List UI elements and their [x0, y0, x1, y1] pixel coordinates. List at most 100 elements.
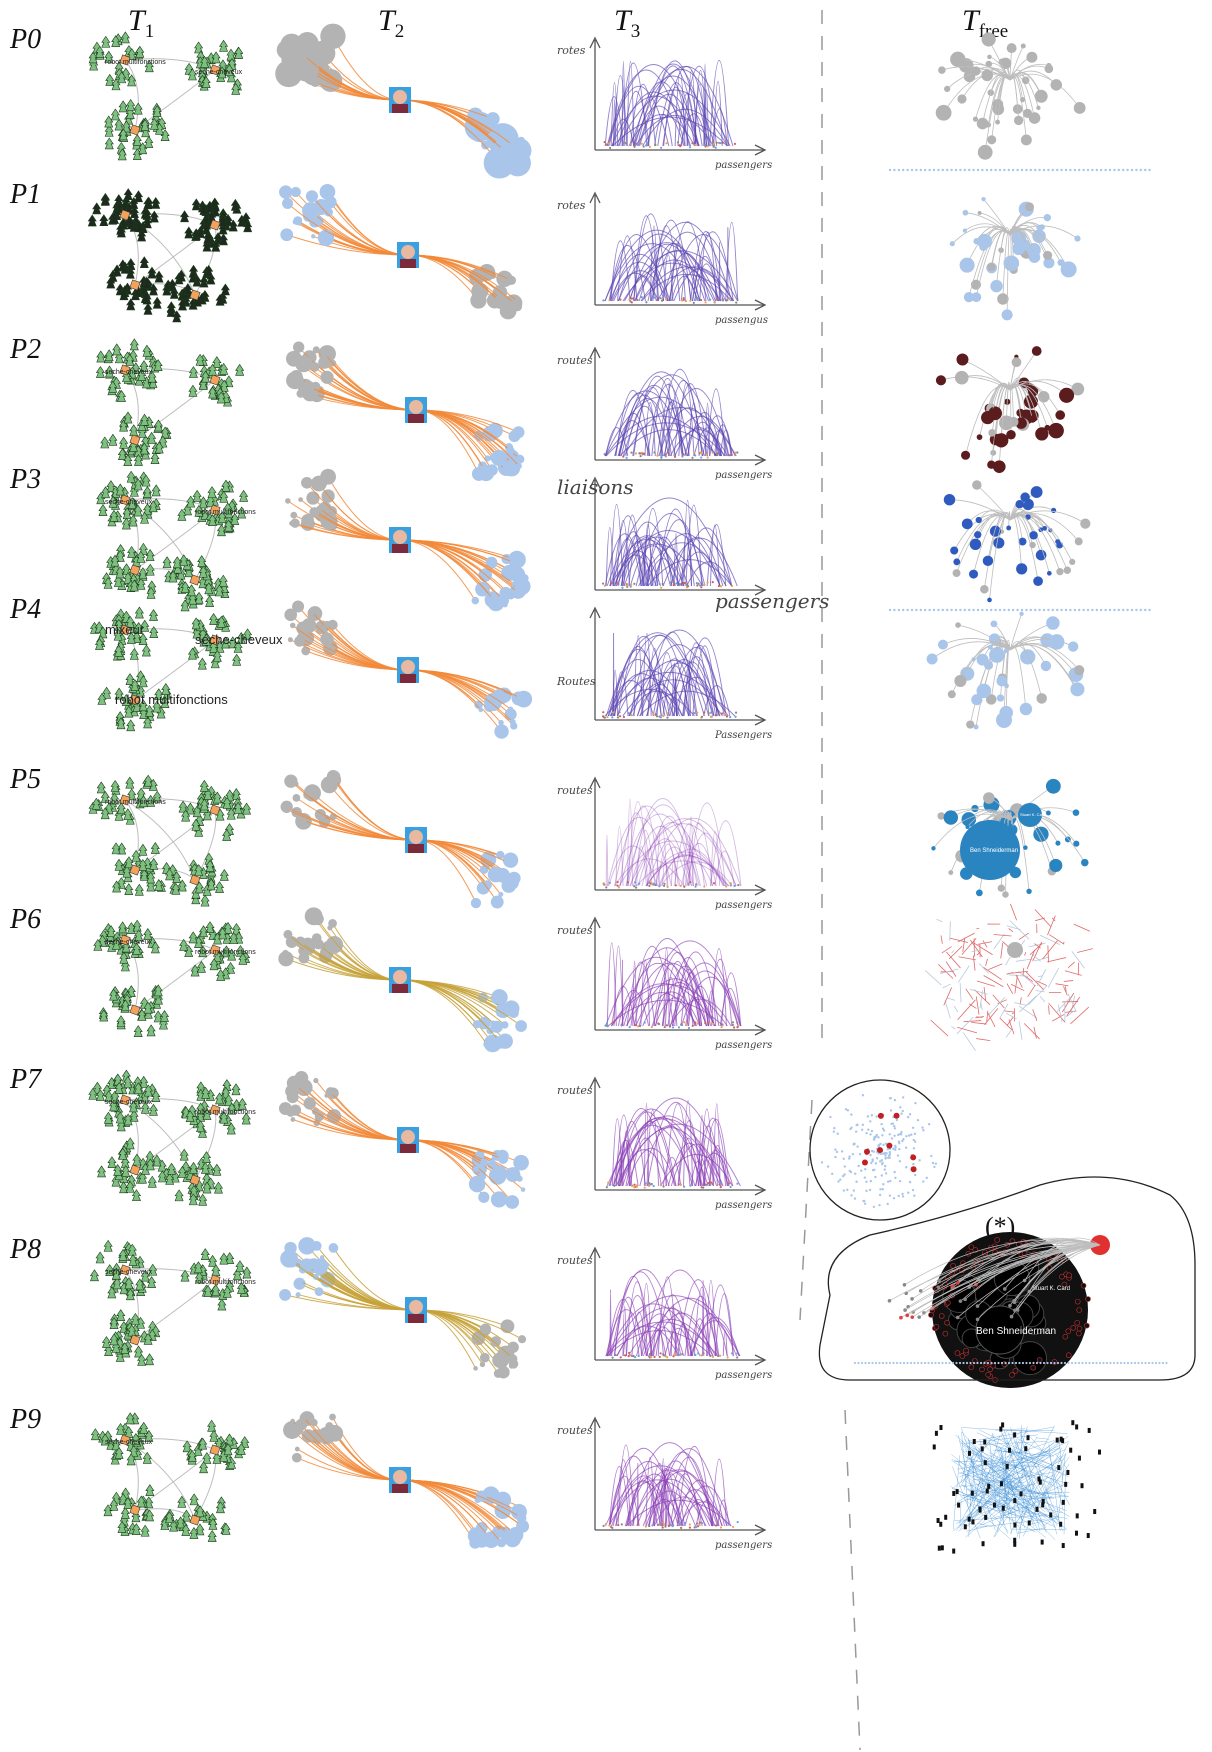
panel-tfree-p6: [860, 900, 1160, 1060]
t1-hub-label: robot multifonctions: [195, 509, 256, 516]
panel-t2-p6: [270, 900, 540, 1060]
tfree-node-label: Stuart K. Card: [1020, 812, 1045, 817]
panel-tfree-p3: [860, 460, 1160, 620]
panel-tfree-p5: Ben Shneiderman Stuart K. Card: [860, 760, 1160, 920]
t1-hub-label: seche-cheveux: [105, 1269, 153, 1276]
panel-t1-p8: seche-cheveux robot multifonctions: [55, 1230, 275, 1390]
t3-ylabel: liaisons: [557, 475, 634, 499]
panel-t3-p1: rotes passengus: [555, 175, 785, 335]
person-photo-icon: [389, 527, 411, 553]
panel-tfree-p0: [860, 20, 1160, 180]
t3-xlabel: passengers: [715, 160, 772, 171]
t1-hub-label: mixeur: [105, 622, 145, 637]
t3-ylabel: rotes: [557, 199, 586, 212]
t1-hub-label: seche-cheveux: [105, 1099, 153, 1106]
panel-tfree-p7: [809, 1079, 1210, 1425]
panel-t3-p3: liaisons passengers: [555, 460, 829, 620]
panel-t2-p4: [270, 590, 540, 750]
panel-t1-p7: seche-cheveux robot multifonctions: [55, 1060, 275, 1220]
t3-xlabel: passengers: [715, 470, 772, 481]
person-photo-icon: [397, 657, 419, 683]
panel-t2-p5: [270, 760, 540, 920]
t3-xlabel: passengers: [715, 900, 772, 911]
t3-xlabel: passengers: [715, 1040, 772, 1051]
tfree-node-label: Ben Shneiderman: [970, 848, 1018, 854]
panel-t3-p7: routes passengers: [555, 1060, 785, 1220]
t1-hub-label: robot multifonctions: [195, 949, 256, 956]
panel-tfree-p1: [860, 175, 1160, 335]
row-label-p5: P5: [10, 764, 42, 795]
row-label-p8: P8: [10, 1234, 42, 1265]
row-label-p9: P9: [10, 1404, 42, 1435]
t3-xlabel: passengers: [715, 589, 829, 613]
panel-t2-p7: [270, 1060, 540, 1220]
panel-t1-p5: robot multifonctions: [55, 760, 275, 920]
panel-t1-p9: seche-cheveux: [55, 1400, 275, 1560]
t3-xlabel: passengers: [715, 1200, 772, 1211]
panel-t1-p6: seche-cheveux robot multifonctions: [55, 900, 275, 1060]
t3-ylabel: routes: [557, 1084, 593, 1097]
panel-t1-p4: mixeur seche-cheveux robot multifonctions: [55, 590, 283, 750]
person-photo-icon: [405, 827, 427, 853]
person-photo-icon: [405, 1297, 427, 1323]
panel-t3-p0: rotes passengers: [555, 20, 785, 180]
column-header-t1: T1: [128, 4, 155, 42]
row-label-p7: P7: [10, 1064, 42, 1095]
column-header-t3: T3: [614, 4, 641, 42]
panel-t1-p3: seche-cheveux robot multifonctions: [55, 460, 275, 620]
t1-hub-label: seche-cheveux: [105, 369, 153, 376]
t3-ylabel: routes: [557, 924, 593, 937]
panel-t3-p8: routes passengers: [555, 1230, 785, 1390]
panel-tfree-p4: [860, 590, 1160, 750]
t1-hub-label: seche-cheveux: [105, 1439, 153, 1446]
panel-t1-p0: robot multifonctions seche-cheveux: [55, 20, 275, 180]
t1-hub-label: seche-cheveux: [195, 632, 283, 647]
tfree-node-label: Ben Shneiderman: [976, 1326, 1056, 1337]
person-photo-icon: [389, 87, 411, 113]
t3-xlabel: Passengers: [714, 730, 772, 741]
column-header-t2: T2: [378, 4, 405, 42]
row-label-p3: P3: [10, 464, 42, 495]
person-photo-icon: [397, 242, 419, 268]
t3-ylabel: routes: [557, 784, 593, 797]
t3-xlabel: passengus: [715, 315, 768, 326]
t3-ylabel: routes: [557, 1424, 593, 1437]
t3-xlabel: passengers: [715, 1540, 772, 1551]
t1-hub-label: robot multifonctions: [195, 1279, 256, 1286]
person-photo-icon: [389, 967, 411, 993]
row-label-p2: P2: [10, 334, 42, 365]
t3-xlabel: passengers: [715, 1370, 772, 1381]
panel-tfree-p2: [860, 330, 1160, 490]
tfree-node-label: Stuart K. Card: [1032, 1286, 1070, 1292]
row-label-p4: P4: [10, 594, 42, 625]
panel-t1-p2: seche-cheveux: [55, 330, 275, 490]
panel-t2-p8: [270, 1230, 540, 1390]
person-photo-icon: [405, 397, 427, 423]
t3-ylabel: rotes: [557, 44, 586, 57]
person-photo-icon: [389, 1467, 411, 1493]
panel-t2-p3: [270, 460, 540, 620]
person-photo-icon: [397, 1127, 419, 1153]
row-label-p6: P6: [10, 904, 42, 935]
t1-hub-label: seche-cheveux: [105, 499, 153, 506]
panel-t3-p2: routes passengers: [555, 330, 785, 490]
panel-t2-p2: [270, 330, 540, 490]
row-label-p1: P1: [10, 179, 42, 210]
t3-ylabel: routes: [557, 354, 593, 367]
t1-hub-label: robot multifonctions: [105, 799, 166, 806]
panel-t3-p5: routes passengers: [555, 760, 785, 920]
t1-hub-label: robot multifonctions: [115, 692, 228, 707]
t1-hub-label: seche-cheveux: [195, 69, 243, 76]
panel-t3-p9: routes passengers: [555, 1400, 785, 1560]
panel-t3-p4: Routes Passengers: [555, 590, 785, 750]
row-label-p0: P0: [10, 24, 42, 55]
panel-tfree-p9: [860, 1400, 1160, 1560]
asterisk-label: (*): [985, 1212, 1016, 1241]
panel-t2-p0: [270, 20, 540, 180]
t3-ylabel: routes: [557, 1254, 593, 1267]
t3-ylabel: Routes: [556, 675, 596, 688]
panel-t3-p6: routes passengers: [555, 900, 785, 1060]
panel-t2-p1: [270, 175, 540, 335]
t1-hub-label: robot multifonctions: [105, 59, 166, 66]
t1-hub-label: robot multifonctions: [195, 1109, 256, 1116]
